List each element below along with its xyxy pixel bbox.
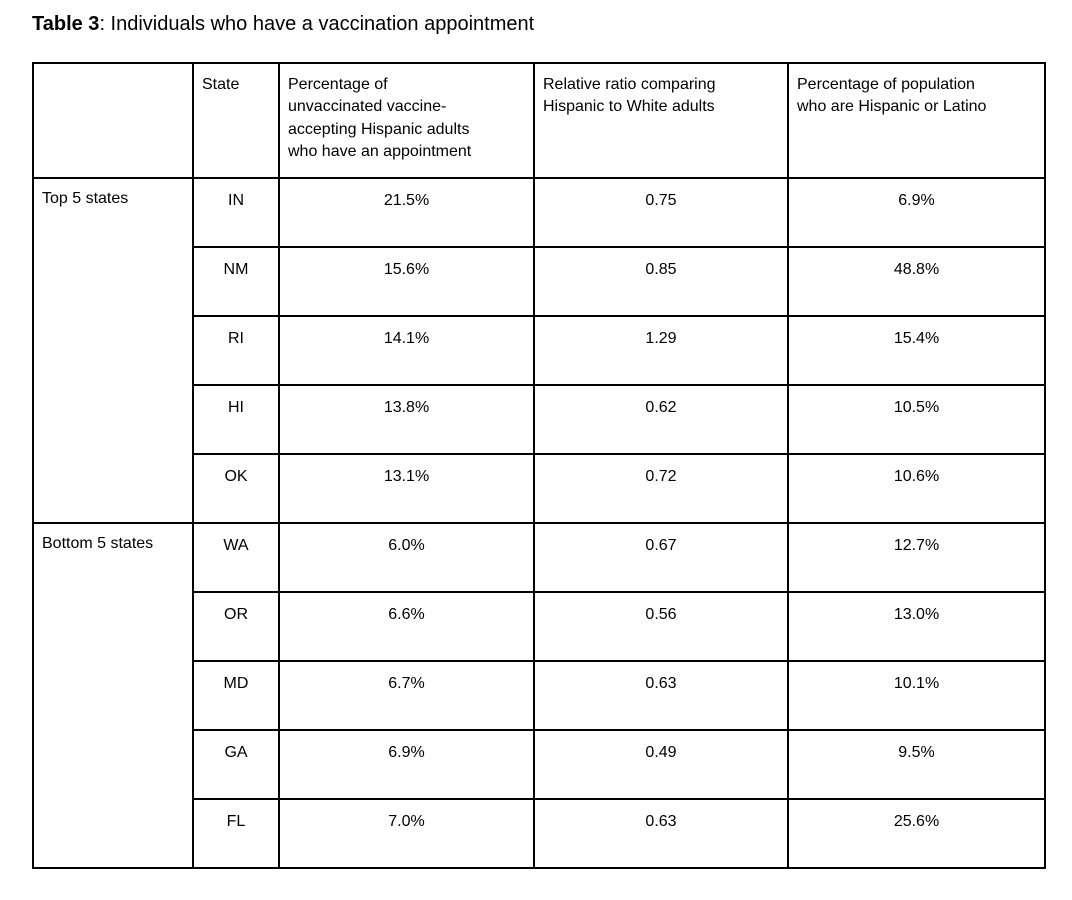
cell-relative-ratio: 1.29 [533,315,789,386]
table-row: OR 6.6% 0.56 13.0% [33,591,1046,662]
cell-relative-ratio: 0.56 [533,591,789,662]
cell-pct-appointment: 13.8% [278,384,535,455]
cell-state: HI [192,384,280,455]
cell-state: GA [192,729,280,800]
table-row: GA 6.9% 0.49 9.5% [33,729,1046,800]
cell-pct-appointment: 6.7% [278,660,535,731]
header-pct-appointment: Percentage of unvaccinated vaccine- acce… [278,62,535,179]
cell-pct-appointment: 7.0% [278,798,535,869]
group-label-top-5-states: Top 5 states [32,177,194,524]
header-relative-ratio: Relative ratio comparing Hispanic to Whi… [533,62,789,179]
cell-pct-hispanic-population: 10.1% [787,660,1046,731]
cell-pct-hispanic-population: 6.9% [787,177,1046,248]
cell-relative-ratio: 0.63 [533,798,789,869]
cell-state: NM [192,246,280,317]
table-caption-label: Table 3 [32,13,100,35]
table-header-row: State Percentage of unvaccinated vaccine… [32,62,1046,179]
table-row: OK 13.1% 0.72 10.6% [33,453,1046,524]
cell-relative-ratio: 0.67 [533,522,789,593]
cell-pct-hispanic-population: 10.5% [787,384,1046,455]
cell-relative-ratio: 0.63 [533,660,789,731]
cell-pct-appointment: 21.5% [278,177,535,248]
cell-pct-hispanic-population: 25.6% [787,798,1046,869]
header-group-empty [32,62,194,179]
group-label-bottom-5-states: Bottom 5 states [32,522,194,869]
table-row: Bottom 5 states WA 6.0% 0.67 12.7% [32,522,1046,869]
cell-state: FL [192,798,280,869]
cell-pct-hispanic-population: 13.0% [787,591,1046,662]
cell-relative-ratio: 0.75 [533,177,789,248]
cell-relative-ratio: 0.72 [533,453,789,524]
cell-pct-hispanic-population: 12.7% [787,522,1046,593]
document-page: Table 3: Individuals who have a vaccinat… [32,13,1046,869]
cell-pct-appointment: 6.9% [278,729,535,800]
table-row: NM 15.6% 0.85 48.8% [33,246,1046,317]
cell-pct-appointment: 6.6% [278,591,535,662]
cell-pct-appointment: 13.1% [278,453,535,524]
cell-pct-hispanic-population: 10.6% [787,453,1046,524]
table-caption: Table 3: Individuals who have a vaccinat… [32,13,1040,36]
cell-pct-appointment: 14.1% [278,315,535,386]
header-pct-hispanic-population: Percentage of population who are Hispani… [787,62,1046,179]
vaccination-appointment-table: State Percentage of unvaccinated vaccine… [32,62,1046,869]
cell-relative-ratio: 0.49 [533,729,789,800]
cell-pct-hispanic-population: 9.5% [787,729,1046,800]
cell-relative-ratio: 0.85 [533,246,789,317]
cell-state: OR [192,591,280,662]
table-row: HI 13.8% 0.62 10.5% [33,384,1046,455]
cell-relative-ratio: 0.62 [533,384,789,455]
cell-state: OK [192,453,280,524]
cell-pct-appointment: 15.6% [278,246,535,317]
table-caption-text: : Individuals who have a vaccination app… [99,13,535,35]
cell-state: MD [192,660,280,731]
header-state: State [192,62,280,179]
table-row: RI 14.1% 1.29 15.4% [33,315,1046,386]
cell-state: WA [192,522,280,593]
cell-pct-appointment: 6.0% [278,522,535,593]
table-row: FL 7.0% 0.63 25.6% [33,798,1046,869]
cell-pct-hispanic-population: 48.8% [787,246,1046,317]
cell-state: IN [192,177,280,248]
table-row: Top 5 states IN 21.5% 0.75 6.9% [32,177,1046,524]
cell-pct-hispanic-population: 15.4% [787,315,1046,386]
table-row: MD 6.7% 0.63 10.1% [33,660,1046,731]
cell-state: RI [192,315,280,386]
